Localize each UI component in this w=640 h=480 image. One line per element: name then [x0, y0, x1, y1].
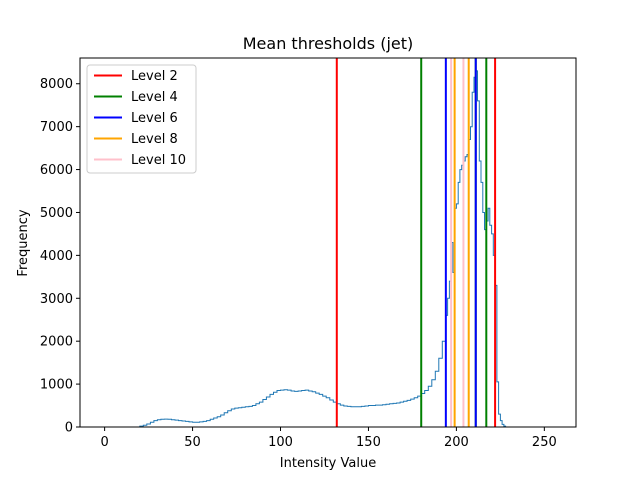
histogram-layer — [104, 70, 554, 428]
legend-label-level-4: Level 4 — [131, 90, 178, 105]
legend: Level 2 Level 4 Level 6 Level 8 Level 10 — [86, 64, 197, 174]
x-tick-label: 250 — [532, 435, 557, 450]
plot-area — [104, 58, 554, 428]
legend-label-level-2: Level 2 — [131, 69, 178, 84]
y-tick-label: 5000 — [40, 206, 73, 221]
x-tick-label: 0 — [100, 435, 108, 450]
y-tick-label: 6000 — [40, 163, 73, 178]
x-axis-ticks: 0 50 100 150 200 250 — [100, 427, 557, 450]
y-tick-label: 7000 — [40, 120, 73, 135]
axes-frame — [79, 57, 577, 428]
legend-label-level-8: Level 8 — [131, 132, 178, 147]
x-tick-label: 150 — [356, 435, 381, 450]
y-tick-label: 2000 — [40, 335, 73, 350]
threshold-layer — [335, 58, 497, 427]
legend-items: Level 2 Level 4 Level 6 Level 8 Level 10 — [94, 69, 186, 168]
chart-title: Mean thresholds (jet) — [243, 34, 414, 53]
y-tick-label: 3000 — [40, 292, 73, 307]
y-axis-ticks: 0 1000 2000 3000 4000 5000 6000 7000 8000 — [40, 77, 80, 436]
y-tick-label: 1000 — [40, 378, 73, 393]
histogram-series — [104, 70, 554, 428]
y-tick-label: 4000 — [40, 249, 73, 264]
legend-label-level-6: Level 6 — [131, 111, 178, 126]
x-tick-label: 200 — [444, 435, 469, 450]
y-axis-label: Frequency — [16, 209, 31, 276]
legend-label-level-10: Level 10 — [131, 153, 186, 168]
legend-box — [86, 64, 197, 174]
x-tick-label: 50 — [184, 435, 201, 450]
y-tick-label: 0 — [65, 421, 73, 436]
y-tick-label: 8000 — [40, 77, 73, 92]
x-axis-label: Intensity Value — [280, 456, 376, 471]
x-tick-label: 100 — [268, 435, 293, 450]
